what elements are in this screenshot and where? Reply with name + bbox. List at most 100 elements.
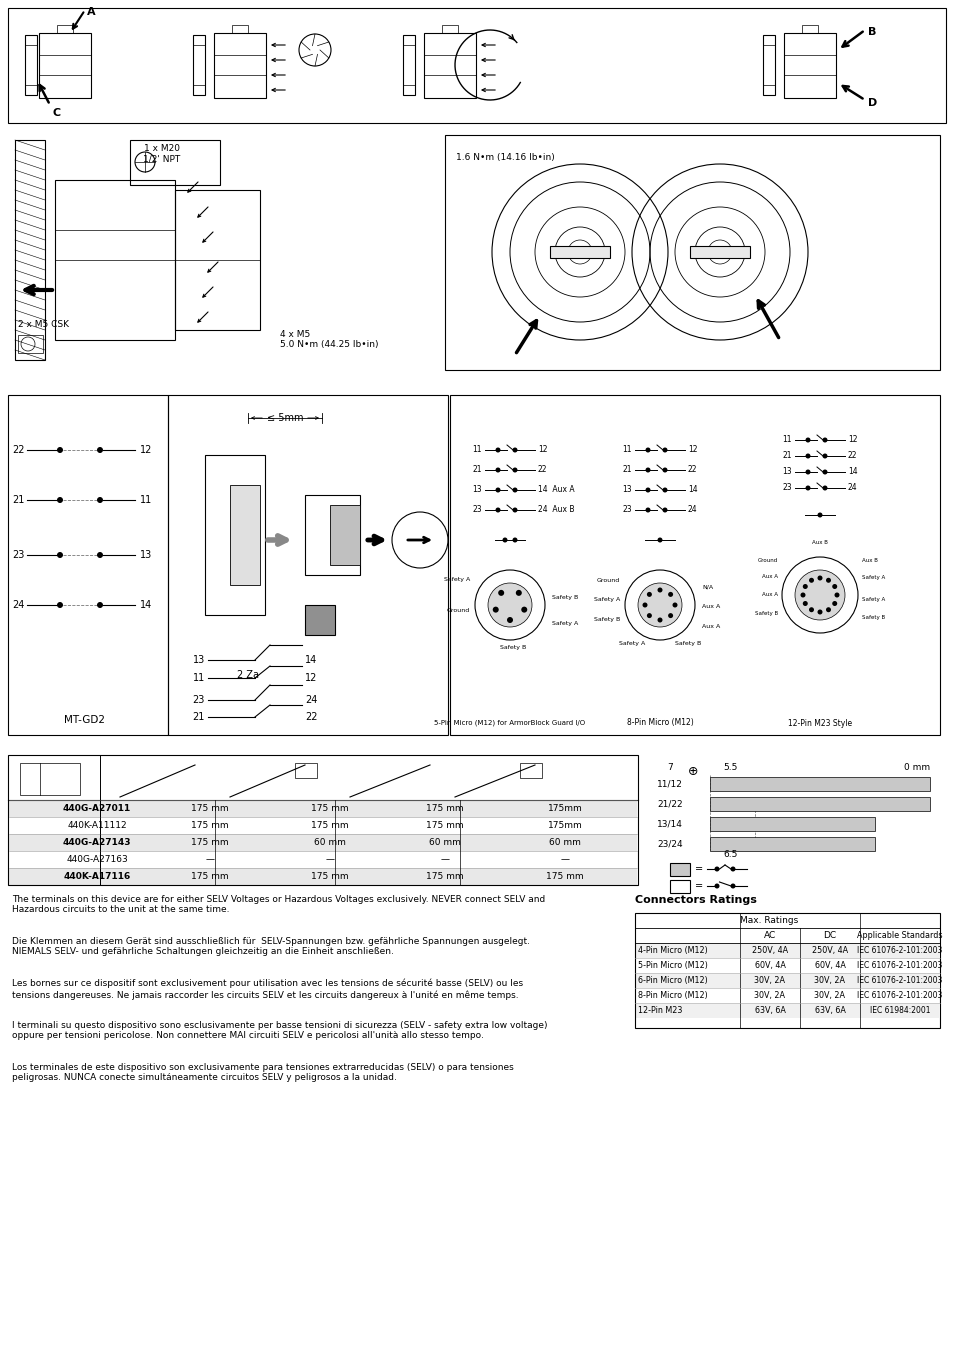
Text: 13: 13 xyxy=(472,486,481,494)
Text: Ground: Ground xyxy=(446,608,470,613)
Bar xyxy=(18,335,43,352)
Bar xyxy=(636,973,938,988)
Circle shape xyxy=(488,583,532,626)
Bar xyxy=(55,180,174,340)
Circle shape xyxy=(672,602,677,608)
Text: 440G-A27143: 440G-A27143 xyxy=(63,838,132,846)
Text: 175mm: 175mm xyxy=(547,821,581,830)
Bar xyxy=(39,32,91,99)
Bar xyxy=(519,763,541,778)
Text: =: = xyxy=(695,864,702,873)
Text: Safety A: Safety A xyxy=(443,578,470,582)
Text: IEC 61076-2-101:2003: IEC 61076-2-101:2003 xyxy=(857,961,942,971)
Bar xyxy=(57,26,73,32)
Text: 22: 22 xyxy=(12,446,25,455)
Text: A: A xyxy=(87,7,95,18)
Text: Aux A: Aux A xyxy=(761,593,778,598)
Circle shape xyxy=(825,608,830,612)
Circle shape xyxy=(834,593,839,598)
Text: Aux B: Aux B xyxy=(811,540,827,545)
Text: 30V, 2A: 30V, 2A xyxy=(814,991,844,1000)
Text: 23: 23 xyxy=(12,549,25,560)
Circle shape xyxy=(800,593,804,598)
Bar xyxy=(550,246,609,258)
Text: —: — xyxy=(560,855,569,864)
Text: 13/14: 13/14 xyxy=(657,819,682,829)
Text: 22: 22 xyxy=(847,451,857,460)
Text: 60V, 4A: 60V, 4A xyxy=(754,961,784,971)
Text: —: — xyxy=(440,855,449,864)
Bar xyxy=(9,801,637,817)
Bar xyxy=(450,396,939,734)
Text: Aux A: Aux A xyxy=(701,625,720,629)
Bar xyxy=(669,863,689,876)
Text: 23: 23 xyxy=(621,505,631,514)
Text: 23/24: 23/24 xyxy=(657,840,682,849)
Circle shape xyxy=(801,585,807,589)
Bar xyxy=(635,913,939,1027)
Text: Safety A: Safety A xyxy=(593,598,619,602)
Text: 21: 21 xyxy=(12,495,25,505)
Text: 63V, 6A: 63V, 6A xyxy=(814,1006,844,1015)
Circle shape xyxy=(512,487,517,493)
Text: Safety B: Safety B xyxy=(862,614,884,620)
Bar xyxy=(25,35,37,95)
Circle shape xyxy=(714,867,719,872)
Circle shape xyxy=(646,613,651,618)
Text: 11: 11 xyxy=(781,436,791,444)
Circle shape xyxy=(495,508,500,513)
Bar xyxy=(783,32,835,99)
Text: 6.5: 6.5 xyxy=(722,850,737,859)
Circle shape xyxy=(821,486,826,490)
Text: D: D xyxy=(867,99,877,108)
Text: MT-GD2: MT-GD2 xyxy=(65,716,106,725)
Text: 14: 14 xyxy=(847,467,857,477)
Circle shape xyxy=(495,447,500,452)
Bar xyxy=(669,880,689,892)
Circle shape xyxy=(57,497,63,504)
Text: 60 mm: 60 mm xyxy=(314,838,346,846)
Circle shape xyxy=(512,447,517,452)
Text: 1.6 N•m (14.16 lb•in): 1.6 N•m (14.16 lb•in) xyxy=(456,153,554,162)
Text: 175 mm: 175 mm xyxy=(191,838,229,846)
Text: 13: 13 xyxy=(621,486,631,494)
Bar xyxy=(709,778,929,791)
Bar xyxy=(8,8,945,123)
Text: 12: 12 xyxy=(537,446,547,455)
Circle shape xyxy=(646,591,651,597)
Text: 24: 24 xyxy=(12,599,25,610)
Bar xyxy=(709,796,929,811)
Text: The terminals on this device are for either SELV Voltages or Hazardous Voltages : The terminals on this device are for eit… xyxy=(12,895,545,914)
Circle shape xyxy=(661,508,667,513)
Text: Safety A: Safety A xyxy=(618,640,644,645)
Circle shape xyxy=(97,602,103,608)
Text: 5-Pin Micro (M12) for ArmorBlock Guard I/O: 5-Pin Micro (M12) for ArmorBlock Guard I… xyxy=(434,720,585,726)
Text: 4 x M5
5.0 N•m (44.25 lb•in): 4 x M5 5.0 N•m (44.25 lb•in) xyxy=(280,329,378,350)
Bar xyxy=(9,868,637,886)
Circle shape xyxy=(502,537,507,543)
Text: 175 mm: 175 mm xyxy=(426,872,463,882)
Circle shape xyxy=(730,883,735,888)
Bar xyxy=(444,135,939,370)
Text: IEC 61076-2-101:2003: IEC 61076-2-101:2003 xyxy=(857,976,942,986)
Bar xyxy=(8,755,638,886)
Text: 5.5: 5.5 xyxy=(722,763,737,772)
Circle shape xyxy=(825,578,830,583)
Text: Los terminales de este dispositivo son exclusivamente para tensiones extrarreduc: Los terminales de este dispositivo son e… xyxy=(12,1062,514,1083)
Bar xyxy=(9,817,637,834)
Text: 14: 14 xyxy=(687,486,697,494)
Circle shape xyxy=(808,578,813,583)
Circle shape xyxy=(520,606,527,613)
Text: 13: 13 xyxy=(140,549,152,560)
Text: N/A: N/A xyxy=(701,585,713,590)
Text: 8-Pin Micro (M12): 8-Pin Micro (M12) xyxy=(638,991,707,1000)
Circle shape xyxy=(97,497,103,504)
Text: 12: 12 xyxy=(847,436,857,444)
Circle shape xyxy=(661,487,667,493)
Text: Les bornes sur ce dispositif sont exclusivement pour utilisation avec les tensio: Les bornes sur ce dispositif sont exclus… xyxy=(12,979,522,999)
Bar xyxy=(709,837,874,850)
Circle shape xyxy=(641,602,647,608)
Circle shape xyxy=(831,601,837,606)
Circle shape xyxy=(667,591,673,597)
Text: 175 mm: 175 mm xyxy=(311,805,349,813)
